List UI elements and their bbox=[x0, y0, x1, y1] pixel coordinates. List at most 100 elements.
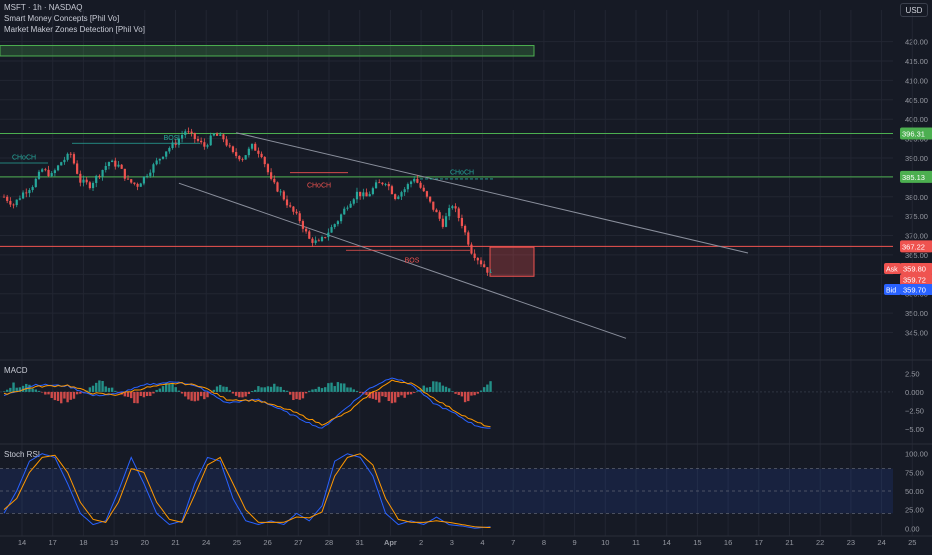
time-tick-label: 20 bbox=[141, 538, 149, 547]
macd-histogram-bar bbox=[451, 391, 454, 392]
macd-histogram-bar bbox=[358, 391, 362, 393]
structure-annotation: BOS bbox=[164, 135, 179, 142]
candle-body bbox=[47, 169, 50, 177]
time-tick-label: 24 bbox=[877, 538, 885, 547]
structure-annotation: BOS bbox=[405, 258, 420, 265]
candle-body bbox=[56, 165, 60, 171]
candle-body bbox=[120, 164, 123, 169]
candle-body bbox=[384, 183, 387, 185]
time-tick-label: 4 bbox=[480, 538, 484, 547]
macd-histogram-bar bbox=[47, 391, 50, 395]
macd-histogram-bar bbox=[215, 386, 219, 392]
time-tick-label: 3 bbox=[450, 538, 454, 547]
macd-histogram-bar bbox=[470, 391, 473, 396]
time-tick-label: 19 bbox=[110, 538, 118, 547]
macd-histogram-bar bbox=[203, 391, 206, 400]
candle-body bbox=[454, 206, 457, 209]
stoch-rsi-tick-label: 100.00 bbox=[905, 450, 928, 459]
candle-body bbox=[63, 159, 66, 163]
candle-body bbox=[432, 201, 435, 210]
macd-histogram-bar bbox=[479, 390, 483, 392]
macd-histogram-bar bbox=[180, 391, 184, 394]
macd-histogram-bar bbox=[438, 382, 441, 392]
price-tick-label: 380.00 bbox=[905, 193, 928, 202]
macd-histogram-bar bbox=[152, 391, 155, 394]
price-badge-tag bbox=[884, 284, 901, 295]
macd-histogram-bar bbox=[254, 389, 257, 392]
price-level-badge-label: 385.13 bbox=[902, 173, 925, 182]
macd-histogram-bar bbox=[231, 391, 235, 394]
candle-body bbox=[448, 208, 451, 217]
candle-body bbox=[324, 237, 327, 238]
macd-histogram-bar bbox=[44, 391, 47, 395]
macd-histogram-bar bbox=[98, 380, 101, 392]
macd-histogram-bar bbox=[184, 391, 187, 397]
macd-histogram-bar bbox=[5, 389, 9, 392]
candle-body bbox=[76, 163, 79, 174]
candle-body bbox=[146, 175, 149, 177]
candle-body bbox=[12, 204, 15, 206]
indicator-mm-zones-label[interactable]: Market Maker Zones Detection [Phil Vo] bbox=[4, 25, 145, 34]
candle-body bbox=[260, 153, 263, 158]
candle-body bbox=[82, 179, 85, 183]
candle-body bbox=[21, 192, 25, 199]
candle-body bbox=[196, 138, 200, 141]
candle-body bbox=[451, 206, 454, 209]
price-level-badge-label: 396.31 bbox=[902, 130, 925, 139]
candle-body bbox=[403, 189, 406, 193]
candle-body bbox=[279, 191, 282, 193]
macd-histogram-bar bbox=[311, 389, 314, 392]
candle-body bbox=[333, 224, 336, 228]
structure-annotation: CHoCH bbox=[307, 182, 331, 189]
macd-histogram-bar bbox=[145, 391, 149, 397]
price-badge-value: 359.80 bbox=[903, 265, 926, 274]
candle-body bbox=[107, 162, 111, 167]
macd-histogram-bar bbox=[212, 389, 216, 392]
macd-histogram-bar bbox=[292, 391, 295, 401]
time-tick-label: 28 bbox=[325, 538, 333, 547]
candle-body bbox=[123, 168, 126, 179]
candle-body bbox=[371, 188, 374, 195]
candle-body bbox=[187, 131, 190, 133]
macd-histogram-bar bbox=[460, 391, 464, 397]
candle-body bbox=[28, 190, 31, 194]
macd-histogram-bar bbox=[378, 391, 381, 403]
candle-body bbox=[292, 206, 295, 212]
candle-body bbox=[311, 238, 314, 243]
macd-histogram-bar bbox=[413, 391, 416, 393]
currency-button[interactable]: USD bbox=[900, 3, 928, 17]
macd-histogram-bar bbox=[114, 390, 117, 392]
candle-body bbox=[352, 199, 355, 204]
macd-histogram-bar bbox=[486, 384, 489, 392]
candle-body bbox=[200, 140, 203, 143]
candle-body bbox=[136, 183, 139, 187]
macd-histogram-bar bbox=[9, 387, 12, 392]
candle-body bbox=[174, 142, 177, 145]
candle-body bbox=[416, 178, 419, 183]
candle-body bbox=[409, 181, 413, 185]
price-badge bbox=[900, 274, 932, 285]
stoch-rsi-tick-label: 75.00 bbox=[905, 468, 924, 477]
time-tick-label: 7 bbox=[511, 538, 515, 547]
macd-histogram-bar bbox=[454, 391, 457, 394]
macd-histogram-bar bbox=[225, 386, 228, 392]
candle-body bbox=[387, 183, 390, 187]
macd-histogram-bar bbox=[428, 386, 432, 392]
indicator-smc-label[interactable]: Smart Money Concepts [Phil Vo] bbox=[4, 14, 120, 23]
candle-body bbox=[298, 213, 301, 222]
candle-body bbox=[381, 182, 384, 185]
price-tick-label: 345.00 bbox=[905, 328, 928, 337]
macd-histogram-bar bbox=[91, 385, 95, 392]
macd-histogram-bar bbox=[193, 391, 196, 402]
stoch-rsi-tick-label: 25.00 bbox=[905, 506, 924, 515]
price-badge bbox=[900, 263, 932, 274]
macd-histogram-bar bbox=[15, 387, 18, 392]
candle-body bbox=[438, 212, 441, 219]
price-tick-label: 415.00 bbox=[905, 57, 928, 66]
time-tick-label: 10 bbox=[601, 538, 609, 547]
candle-body bbox=[263, 157, 266, 165]
macd-histogram-bar bbox=[365, 391, 368, 396]
macd-histogram-bar bbox=[266, 386, 270, 392]
macd-histogram-bar bbox=[79, 391, 82, 394]
